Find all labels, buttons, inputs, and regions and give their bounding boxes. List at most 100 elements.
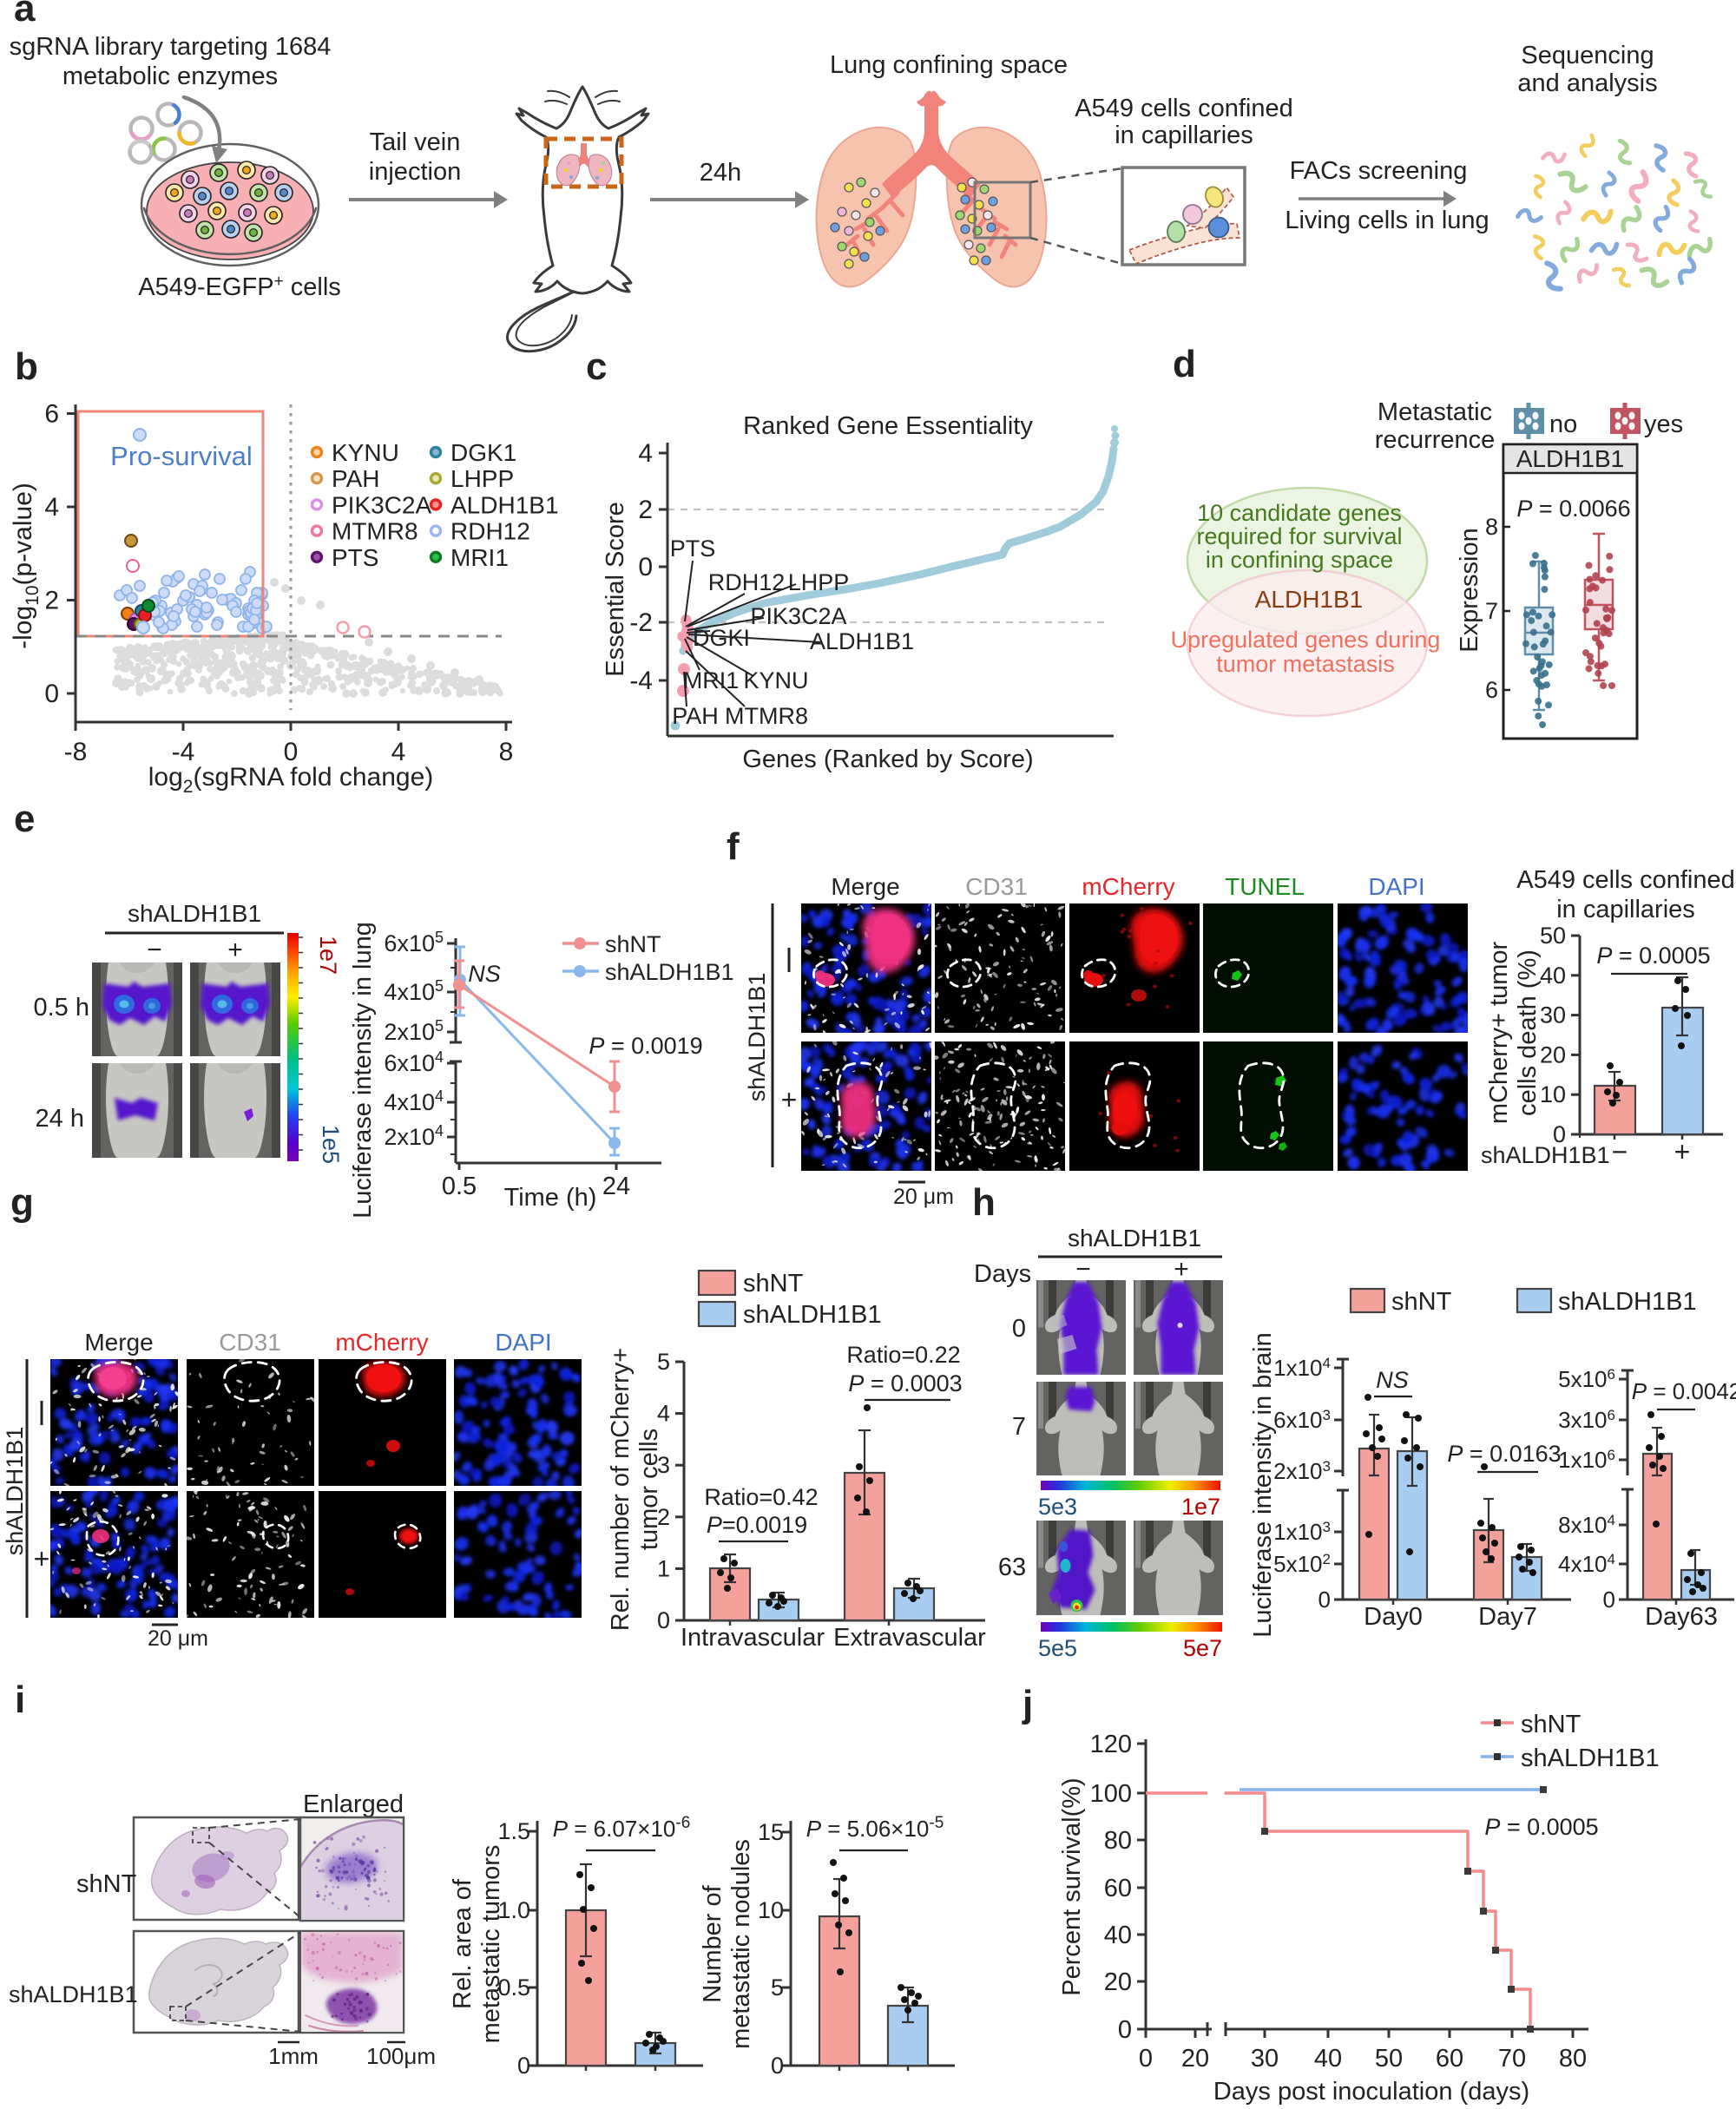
svg-text:20: 20: [1104, 1968, 1132, 1996]
svg-text:metastatic tumors: metastatic tumors: [477, 1845, 505, 2044]
svg-text:0.5: 0.5: [442, 1173, 477, 1200]
svg-text:recurrence: recurrence: [1375, 426, 1496, 454]
svg-text:Upregulated genes during: Upregulated genes during: [1171, 627, 1441, 653]
svg-text:a: a: [14, 0, 36, 30]
svg-text:P = 0.0005: P = 0.0005: [1596, 943, 1710, 969]
svg-text:b: b: [15, 345, 38, 388]
svg-text:4x105: 4x105: [384, 977, 444, 1005]
svg-text:P = 0.0019: P = 0.0019: [589, 1033, 702, 1059]
svg-text:c: c: [586, 345, 607, 388]
svg-text:0: 0: [284, 738, 299, 766]
svg-text:0: 0: [44, 680, 59, 708]
svg-text:0: 0: [517, 2053, 530, 2079]
svg-text:0: 0: [657, 1607, 670, 1633]
svg-text:−: −: [1075, 1255, 1091, 1284]
svg-text:5x102: 5x102: [1273, 1551, 1331, 1577]
svg-text:CD31: CD31: [965, 873, 1028, 900]
svg-text:ALDH1B1: ALDH1B1: [1255, 586, 1364, 613]
svg-text:2x104: 2x104: [384, 1122, 444, 1150]
svg-text:Rel. area of: Rel. area of: [449, 1878, 477, 2009]
svg-text:Ratio=0.22: Ratio=0.22: [846, 1342, 960, 1368]
svg-text:shALDH1B1: shALDH1B1: [9, 1981, 138, 2007]
svg-text:0: 0: [771, 2053, 784, 2079]
svg-text:6: 6: [44, 400, 59, 429]
svg-text:60: 60: [1104, 1875, 1132, 1902]
svg-text:3: 3: [657, 1452, 670, 1478]
svg-text:10 candidate genes: 10 candidate genes: [1197, 500, 1402, 526]
svg-text:PTS: PTS: [332, 544, 378, 571]
svg-text:tumor cells: tumor cells: [635, 1429, 663, 1550]
svg-text:30: 30: [1540, 1002, 1566, 1028]
svg-text:24: 24: [602, 1173, 630, 1200]
svg-text:4x104: 4x104: [1558, 1551, 1615, 1577]
svg-text:5: 5: [657, 1349, 670, 1375]
svg-text:P = 6.07×10-6: P = 6.07×10-6: [553, 1814, 691, 1842]
svg-text:DGKI: DGKI: [693, 625, 750, 651]
svg-text:RDH12: RDH12: [450, 518, 530, 545]
svg-text:Days: Days: [974, 1260, 1031, 1288]
svg-text:-4: -4: [172, 738, 195, 766]
svg-text:1e7: 1e7: [1181, 1494, 1220, 1520]
svg-text:Ratio=0.42: Ratio=0.42: [704, 1484, 818, 1510]
svg-text:4: 4: [638, 439, 653, 468]
svg-text:metabolic enzymes: metabolic enzymes: [62, 62, 278, 90]
svg-text:Intravascular: Intravascular: [681, 1624, 825, 1652]
svg-text:1x106: 1x106: [1558, 1447, 1615, 1473]
svg-text:60: 60: [1436, 2045, 1463, 2073]
svg-text:P=0.0019: P=0.0019: [707, 1512, 807, 1538]
svg-text:metastatic nodules: metastatic nodules: [727, 1839, 755, 2049]
svg-text:5x106: 5x106: [1558, 1366, 1615, 1392]
svg-text:Extravascular: Extravascular: [833, 1624, 986, 1652]
svg-text:P = 0.0042: P = 0.0042: [1632, 1378, 1736, 1404]
svg-text:i: i: [15, 1679, 25, 1721]
svg-text:8: 8: [499, 738, 514, 766]
svg-text:1e7: 1e7: [315, 936, 341, 975]
svg-text:in capillaries: in capillaries: [1115, 122, 1253, 149]
svg-text:6x103: 6x103: [1273, 1407, 1331, 1433]
svg-text:-2: -2: [629, 608, 653, 637]
svg-text:10: 10: [758, 1897, 784, 1923]
svg-text:63: 63: [998, 1554, 1026, 1581]
svg-text:1x104: 1x104: [1273, 1355, 1331, 1381]
svg-text:-4: -4: [629, 667, 653, 695]
svg-text:P = 0.0163: P = 0.0163: [1447, 1441, 1561, 1467]
svg-text:Living cells in lung: Living cells in lung: [1285, 207, 1489, 234]
svg-text:0: 0: [1318, 1587, 1331, 1613]
svg-text:shNT: shNT: [1391, 1288, 1452, 1316]
svg-text:80: 80: [1104, 1827, 1132, 1855]
svg-text:10: 10: [1540, 1081, 1566, 1107]
svg-text:PAH: PAH: [672, 703, 719, 729]
svg-text:shALDH1B1: shALDH1B1: [1558, 1288, 1697, 1316]
svg-text:24h: 24h: [700, 159, 741, 187]
svg-text:LHPP: LHPP: [450, 465, 514, 492]
svg-text:20: 20: [1181, 2045, 1209, 2073]
svg-text:0: 0: [1139, 2045, 1153, 2073]
svg-text:5e7: 5e7: [1183, 1635, 1222, 1661]
svg-text:and analysis: and analysis: [1517, 69, 1657, 97]
svg-text:e: e: [14, 798, 35, 840]
svg-text:40: 40: [1314, 2045, 1342, 2073]
svg-text:ALDH1B1: ALDH1B1: [450, 491, 559, 518]
svg-text:A549 cells confined: A549 cells confined: [1075, 95, 1293, 122]
svg-text:shALDH1B1: shALDH1B1: [605, 959, 734, 985]
svg-text:cells death (%): cells death (%): [1514, 949, 1542, 1116]
svg-text:DAPI: DAPI: [495, 1329, 551, 1356]
svg-text:shNT: shNT: [743, 1270, 804, 1298]
svg-text:KYNU: KYNU: [743, 667, 808, 693]
svg-text:NS: NS: [1376, 1367, 1409, 1393]
svg-text:+: +: [227, 936, 243, 964]
svg-text:in confining space: in confining space: [1206, 547, 1393, 573]
svg-text:Number of: Number of: [699, 1884, 727, 2002]
svg-text:0.5 h: 0.5 h: [34, 994, 90, 1022]
svg-text:0: 0: [1118, 2016, 1132, 2044]
svg-text:PAH: PAH: [332, 465, 380, 492]
svg-text:mCherry: mCherry: [335, 1329, 428, 1356]
svg-text:2: 2: [44, 587, 59, 615]
svg-text:in capillaries: in capillaries: [1556, 896, 1695, 923]
svg-text:h: h: [972, 1181, 996, 1224]
svg-text:40: 40: [1540, 963, 1566, 989]
svg-text:0: 0: [638, 553, 653, 581]
svg-text:2x105: 2x105: [384, 1017, 444, 1045]
svg-text:70: 70: [1498, 2045, 1526, 2073]
svg-text:0.5: 0.5: [497, 1974, 530, 2001]
